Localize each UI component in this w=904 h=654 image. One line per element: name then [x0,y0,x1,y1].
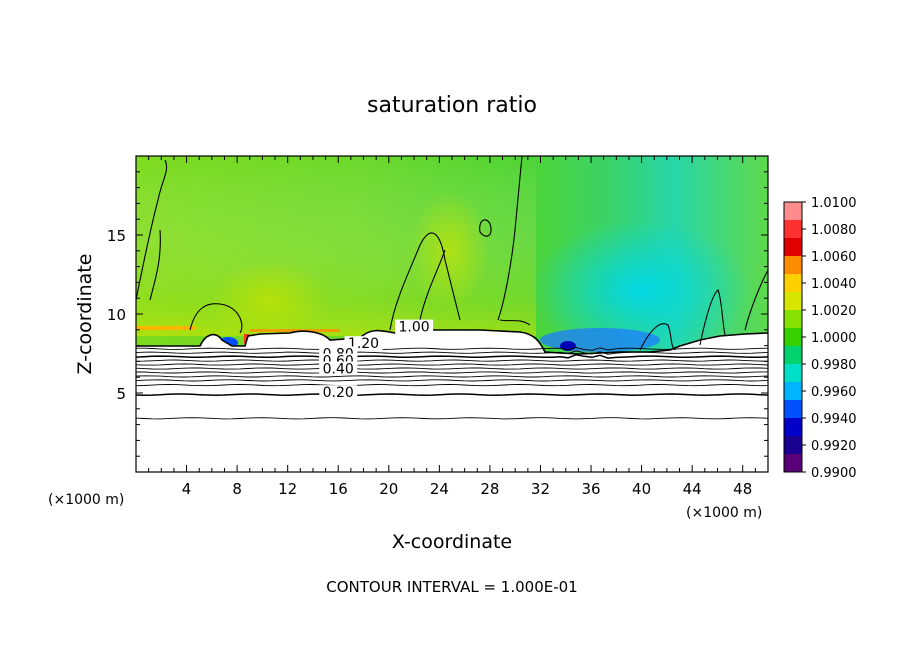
contour-level-line [136,363,768,366]
contour-level-line [136,347,768,351]
colorbar-label: 1.0060 [811,250,857,265]
orange-band-2 [250,329,340,332]
colorbar-swatch [784,310,802,329]
cyan-region [530,220,750,360]
x-tick-label: 12 [278,480,297,498]
x-tick-label: 24 [430,480,449,498]
colorbar-swatch [784,382,802,401]
x-tick-label: 48 [733,480,752,498]
contour-wiggle-2 [189,303,243,334]
colorbar-swatch [784,274,802,293]
contour-level-line [136,379,768,382]
x-unit-label: (×1000 m) [48,492,124,508]
contour-lines [136,156,768,355]
chart-title: saturation ratio [367,93,537,118]
contour-interval-footer: CONTOUR INTERVAL = 1.000E-01 [326,578,577,596]
colorbar-swatch [784,202,802,221]
colorbar-label: 1.0080 [811,223,857,238]
contour-level-line [136,350,768,355]
contour-wiggle-1 [136,159,168,301]
x-tick-label: 4 [182,480,192,498]
x-tick-label: 32 [531,480,550,498]
contour-level-line [136,371,768,374]
x-tick-label: 28 [480,480,499,498]
colorbar-swatch [784,256,802,275]
colorbar-label: 0.9900 [811,466,857,481]
colorbar-label: 1.0000 [811,331,857,346]
contour-wiggle-4 [419,249,446,321]
contour-label: 1.00 [398,320,429,336]
y-tick-label: 15 [107,227,126,245]
y-tick-label: 10 [107,306,126,324]
y-axis-ticks: 5 10 15 [107,171,768,457]
contour-bands [136,347,768,420]
colorbar-label: 0.9960 [811,385,857,400]
contour-label: 0.20 [323,385,354,401]
x-tick-label: 8 [232,480,242,498]
contour-level-line [136,393,768,396]
colorbar-swatch [784,292,802,311]
colorbar-swatch [784,220,802,239]
colorbar-label: 0.9980 [811,358,857,373]
x-axis-label: X-coordinate [392,531,512,553]
x-tick-label: 16 [329,480,348,498]
y-axis-label: Z-coordinate [74,254,96,375]
orange-band [136,326,196,330]
x-tick-label: 44 [683,480,702,498]
contour-label-bg [319,385,358,400]
colorbar-swatch [784,400,802,419]
x-tick-label: 36 [581,480,600,498]
colorbar-swatch [784,364,802,383]
colorbar-swatch [784,346,802,365]
x-tick-label: 40 [632,480,651,498]
contour-wiggle-8 [699,289,726,346]
yellow-region-2 [410,190,490,310]
x-axis-ticks: 4 8 12 16 20 24 28 32 36 40 44 48 [148,156,756,498]
contour-level-line [136,417,768,420]
heatmap-field [136,156,768,472]
yellow-region [210,260,330,340]
colorbar-label: 1.0100 [811,196,857,211]
contour-label: 0.40 [323,361,354,377]
colorbar-label: 0.9920 [811,439,857,454]
colorbar-swatch [784,418,802,437]
contour-wiggle-6 [497,156,523,321]
colorbar: 1.0100 1.0080 1.0060 1.0040 1.0020 1.0000 0.99… [783,196,857,481]
contour-level-line [136,354,768,359]
contour-wiggle-7 [499,319,531,326]
contour-level-line [136,375,768,378]
contour-label-bg [395,319,434,334]
contour-level-line [136,384,768,387]
colorbar-label: 1.0020 [811,304,857,319]
contour-cloud-top [136,329,768,355]
x-tick-label: 20 [379,480,398,498]
y-tick-label: 5 [116,385,126,403]
colorbar-swatch [784,328,802,347]
x-unit-label-right: (×1000 m) [686,505,762,521]
contour-wiggle-5 [479,219,492,237]
colorbar-label: 1.0040 [811,277,857,292]
contour-wiggle-9 [744,269,768,331]
colorbar-label: 0.9940 [811,412,857,427]
colorbar-swatch [784,238,802,257]
contour-wiggle-10 [639,323,676,351]
colorbar-swatch [784,436,802,455]
contour-label-bg [319,361,358,376]
contour-level-line [136,359,768,362]
cloud-region [136,330,768,472]
contour-wiggle-3 [389,232,461,331]
contour-level-line [136,367,768,370]
contour-labels: 1.001.200.800.600.400.20 [319,319,434,401]
colorbar-swatch [784,454,802,473]
